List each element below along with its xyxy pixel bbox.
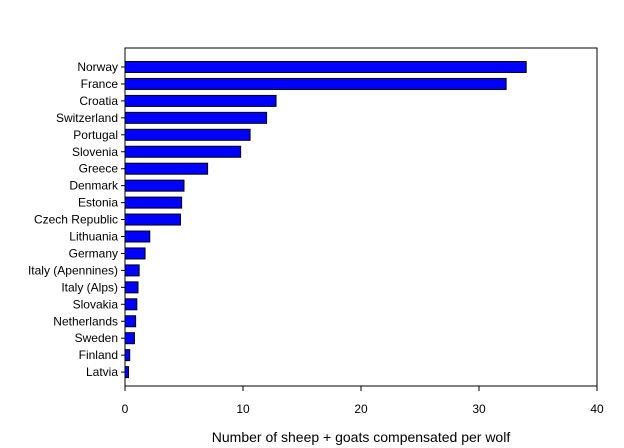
bar-0 bbox=[124, 61, 527, 73]
y-tick-label-18: Latvia bbox=[86, 365, 118, 379]
y-tick-label-2: Croatia bbox=[79, 94, 118, 108]
x-tick-label-3: 30 bbox=[472, 402, 486, 416]
bar-7 bbox=[124, 179, 185, 192]
bar-15 bbox=[124, 315, 137, 328]
y-tick-label-10: Lithuania bbox=[69, 230, 118, 244]
bar-10 bbox=[124, 230, 151, 243]
y-tick-label-4: Portugal bbox=[73, 128, 118, 142]
x-axis-ticks: 0 10 20 30 40 bbox=[122, 386, 604, 416]
bars-group bbox=[124, 61, 527, 379]
y-tick-label-8: Estonia bbox=[78, 196, 118, 210]
bar-1 bbox=[124, 77, 507, 90]
bar-18 bbox=[124, 366, 130, 379]
bar-8 bbox=[124, 196, 183, 209]
y-tick-label-14: Slovakia bbox=[73, 297, 119, 311]
y-tick-label-11: Germany bbox=[69, 246, 118, 260]
bar-17 bbox=[124, 349, 131, 362]
bar-5 bbox=[124, 145, 242, 158]
x-tick-label-4: 40 bbox=[590, 402, 604, 416]
x-tick-label-2: 20 bbox=[354, 402, 368, 416]
x-tick-label-1: 10 bbox=[236, 402, 250, 416]
y-tick-label-16: Sweden bbox=[75, 331, 118, 345]
y-tick-labels: Norway France Croatia Switzerland Portugal Sl… bbox=[28, 60, 125, 379]
y-tick-label-12: Italy (Apennines) bbox=[28, 263, 118, 277]
bar-9 bbox=[124, 213, 181, 226]
y-tick-label-0: Norway bbox=[77, 60, 118, 74]
bar-16 bbox=[124, 332, 135, 345]
bar-11 bbox=[124, 247, 146, 260]
bar-4 bbox=[124, 128, 251, 141]
y-tick-label-5: Slovenia bbox=[72, 145, 118, 159]
bar-2 bbox=[124, 94, 277, 107]
bar-12 bbox=[124, 264, 140, 277]
y-tick-label-17: Finland bbox=[79, 348, 118, 362]
y-tick-label-6: Greece bbox=[79, 162, 119, 176]
x-tick-label-0: 0 bbox=[122, 402, 129, 416]
bar-14 bbox=[124, 298, 138, 311]
y-tick-label-13: Italy (Alps) bbox=[61, 280, 118, 294]
y-tick-label-15: Netherlands bbox=[53, 314, 118, 328]
bar-3 bbox=[124, 111, 268, 124]
y-tick-label-3: Switzerland bbox=[56, 111, 118, 125]
y-tick-label-9: Czech Republic bbox=[34, 213, 118, 227]
y-tick-label-7: Denmark bbox=[69, 179, 119, 193]
y-tick-label-1: France bbox=[81, 77, 119, 91]
bar-13 bbox=[124, 281, 139, 294]
bar-6 bbox=[124, 162, 209, 175]
x-axis-title: Number of sheep + goats compensated per … bbox=[212, 429, 511, 445]
